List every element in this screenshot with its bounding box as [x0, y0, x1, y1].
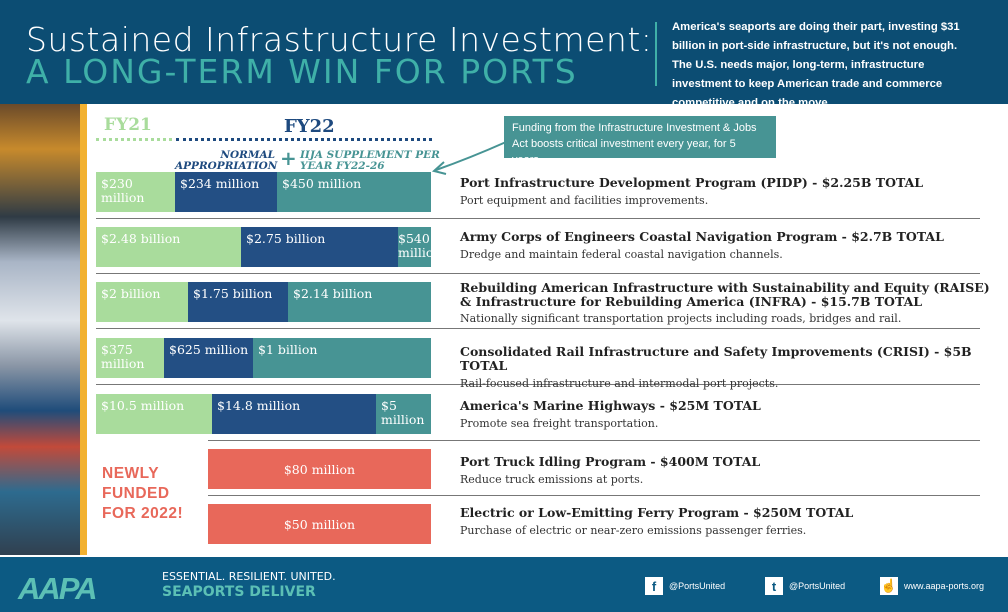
program-truck-idling: Port Truck Idling Program - $400M TOTAL R… [460, 455, 990, 487]
fy21-segment: $2 billion [96, 282, 188, 322]
website-link[interactable]: ☝ www.aapa-ports.org [880, 577, 984, 595]
program-title: America's Marine Highways - $25M TOTAL [460, 398, 761, 413]
tagline-bold: SEAPORTS DELIVER [162, 584, 316, 600]
fy21-segment: $230 million [96, 172, 175, 212]
program-desc: Promote sea freight transportation. [460, 417, 659, 430]
header-description: America's seaports are doing their part,… [672, 21, 960, 109]
program-desc: Dredge and maintain federal coastal navi… [460, 248, 783, 261]
row-divider [96, 218, 980, 219]
normal-segment: $14.8 million [212, 394, 376, 434]
title-line1: Sustained Infrastructure Investment: [26, 20, 653, 59]
row-divider [208, 440, 980, 441]
iija-label: IIJA SUPPLEMENT PER YEAR FY22-26 [300, 149, 440, 172]
fy22-label: FY22 [284, 116, 335, 137]
pointer-hand-icon: ☝ [880, 577, 898, 595]
program-desc: Nationally significant transportation pr… [460, 312, 902, 325]
aapa-logo: AAPA [18, 571, 98, 606]
row-divider [96, 384, 980, 385]
facebook-link[interactable]: f @PortsUnited [645, 577, 725, 595]
new-funding-bar: $80 million [208, 449, 431, 489]
twitter-handle[interactable]: @PortsUnited [789, 581, 846, 591]
title-line2: A LONG-TERM WIN FOR PORTS [26, 52, 578, 91]
program-pidp: Port Infrastructure Development Program … [460, 176, 990, 208]
program-army-corps: Army Corps of Engineers Coastal Navigati… [460, 230, 990, 262]
normal-segment: $1.75 billion [188, 282, 288, 322]
fy21-label: FY21 [104, 115, 152, 135]
program-title: Rebuilding American Infrastructure with … [460, 280, 990, 309]
row-divider [96, 273, 980, 274]
program-desc: Reduce truck emissions at ports. [460, 473, 644, 486]
fy21-segment: $10.5 million [96, 394, 212, 434]
program-raise-infra: Rebuilding American Infrastructure with … [460, 281, 990, 326]
program-desc: Purchase of electric or near-zero emissi… [460, 524, 807, 537]
iija-segment: $1 billion [253, 338, 431, 378]
accent-stripe [80, 104, 87, 555]
facebook-handle[interactable]: @PortsUnited [669, 581, 726, 591]
bar-row: $2 billion $1.75 billion $2.14 billion [96, 282, 431, 322]
program-ferry: Electric or Low-Emitting Ferry Program -… [460, 506, 990, 538]
program-title: Port Truck Idling Program - $400M TOTAL [460, 454, 761, 469]
iija-segment: $540 million [398, 227, 431, 267]
iija-segment: $5 million [376, 394, 431, 434]
program-desc: Rail-focused infrastructure and intermod… [460, 377, 779, 390]
header: Sustained Infrastructure Investment: A L… [0, 0, 1008, 109]
bar-row: $2.48 billion $2.75 billion $540 million [96, 227, 431, 267]
bar-row: $10.5 million $14.8 million $5 million [96, 394, 431, 434]
program-title: Army Corps of Engineers Coastal Navigati… [460, 229, 944, 244]
program-marine-highways: America's Marine Highways - $25M TOTAL Pr… [460, 399, 990, 431]
bar-row: $375 million $625 million $1 billion [96, 338, 431, 378]
iija-segment: $2.14 billion [288, 282, 431, 322]
row-divider [208, 495, 980, 496]
program-title: Consolidated Rail Infrastructure and Saf… [460, 344, 972, 373]
footer: AAPA ESSENTIAL. RESILIENT. UNITED. SEAPO… [0, 557, 1008, 612]
normal-segment: $2.75 billion [241, 227, 398, 267]
program-title: Port Infrastructure Development Program … [460, 175, 924, 190]
twitter-icon: t [765, 577, 783, 595]
normal-segment: $625 million [164, 338, 253, 378]
twitter-link[interactable]: t @PortsUnited [765, 577, 845, 595]
newly-funded-label: NEWLY FUNDED FOR 2022! [102, 465, 184, 522]
facebook-icon: f [645, 577, 663, 595]
arrow-icon [431, 141, 507, 175]
program-crisi: Consolidated Rail Infrastructure and Saf… [460, 345, 990, 391]
header-divider [655, 22, 657, 86]
fy21-dotted-line [96, 138, 172, 141]
program-desc: Port equipment and facilities improvemen… [460, 194, 709, 207]
plus-icon: + [280, 146, 297, 170]
fy22-dotted-line [176, 138, 432, 141]
fy21-segment: $2.48 billion [96, 227, 241, 267]
tagline: ESSENTIAL. RESILIENT. UNITED. [162, 570, 336, 583]
photo-strip [0, 104, 80, 555]
new-funding-bar: $50 million [208, 504, 431, 544]
callout: Funding from the Infrastructure Investme… [504, 116, 776, 166]
row-divider [96, 328, 980, 329]
normal-segment: $234 million [175, 172, 277, 212]
iija-segment: $450 million [277, 172, 431, 212]
program-title: Electric or Low-Emitting Ferry Program -… [460, 505, 854, 520]
fy21-segment: $375 million [96, 338, 164, 378]
website-url[interactable]: www.aapa-ports.org [904, 581, 985, 591]
bar-row: $230 million $234 million $450 million [96, 172, 431, 212]
normal-appropriation-label: NORMAL APPROPRIATION [175, 149, 278, 172]
